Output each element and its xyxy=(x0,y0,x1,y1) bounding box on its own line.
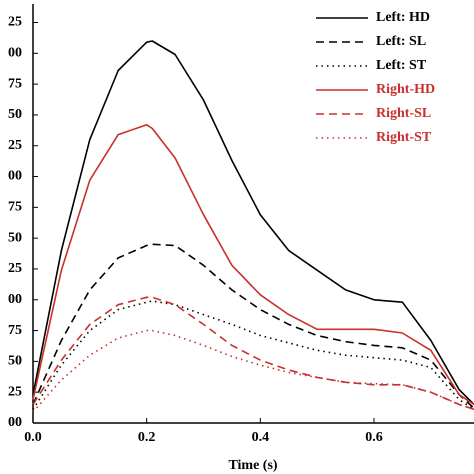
legend-label: Right-ST xyxy=(376,130,432,145)
legend-label: Right-SL xyxy=(376,106,431,121)
line xyxy=(32,300,474,411)
x-tick-label: 0.0 xyxy=(24,430,42,445)
line xyxy=(32,296,474,411)
line xyxy=(32,243,474,409)
line xyxy=(32,329,474,413)
x-axis-label: Time (s) xyxy=(228,458,277,473)
y-tick-label: 25 xyxy=(8,138,22,153)
legend-label: Left: SL xyxy=(376,34,426,49)
legend-label: Left: HD xyxy=(376,10,430,25)
y-tick-label: 25 xyxy=(8,384,22,399)
y-tick-label: 75 xyxy=(8,200,22,215)
x-tick-label: 0.6 xyxy=(365,430,383,445)
y-tick-label: 00 xyxy=(8,415,22,430)
legend-label: Right-HD xyxy=(376,82,435,97)
y-tick-label: 25 xyxy=(8,15,22,30)
y-tick-label: 25 xyxy=(8,261,22,276)
y-tick-label: 00 xyxy=(8,169,22,184)
y-tick-label: 50 xyxy=(8,354,22,369)
y-tick-label: 50 xyxy=(8,107,22,122)
x-tick-label: 0.4 xyxy=(252,430,270,445)
x-tick-label: 0.2 xyxy=(138,430,156,445)
legend-label: Left: ST xyxy=(376,58,427,73)
y-tick-label: 75 xyxy=(8,323,22,338)
line xyxy=(32,40,474,406)
y-tick-label: 75 xyxy=(8,76,22,91)
y-tick-label: 00 xyxy=(8,46,22,61)
line xyxy=(32,124,474,406)
y-tick-label: 00 xyxy=(8,292,22,307)
y-tick-label: 50 xyxy=(8,230,22,245)
